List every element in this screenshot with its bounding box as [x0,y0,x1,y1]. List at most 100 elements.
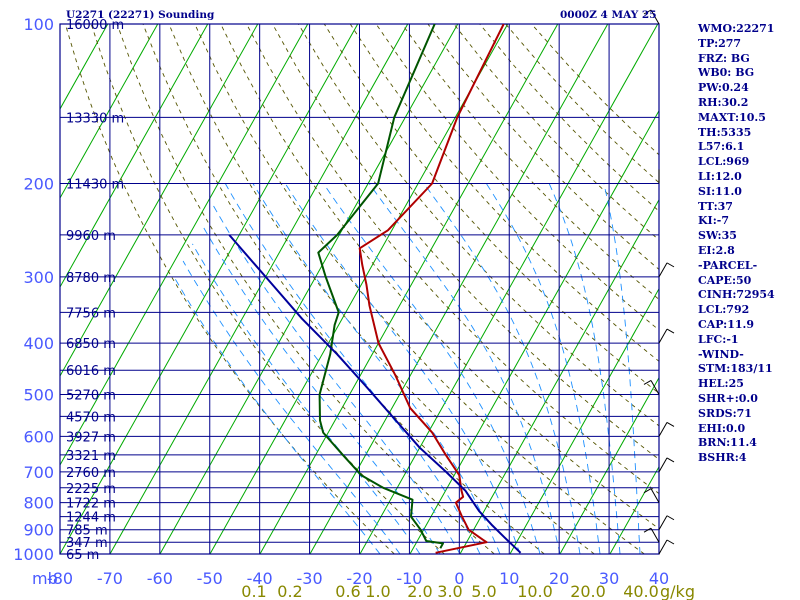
temperature-tick-label: 10 [499,569,519,588]
wind-barb-staff [658,328,668,344]
height-label: 1722 m [66,497,116,512]
index-item: LI:12.0 [698,169,742,183]
index-item: L57:6.1 [698,140,745,154]
temperature-tick-label: -60 [147,569,173,588]
mixing-ratio-label: 3.0 [437,582,462,600]
pressure-unit-label: mb [32,569,58,588]
isotherm-line [60,24,209,288]
dewpoint-line [317,24,444,549]
temperature-tick-label: 40 [649,569,669,588]
wind-barb-flag [666,328,675,334]
temperature-tick-label: -10 [396,569,422,588]
wind-barb-staff [658,262,668,278]
wind-barb-flag [666,262,675,268]
parcel-line [228,234,522,554]
height-label: 3927 m [66,430,116,445]
index-item: EHI:0.0 [698,421,746,435]
pressure-tick-label: 1000 [13,545,54,564]
temperature-tick-label: -40 [247,569,273,588]
index-item: TT:37 [698,199,733,213]
mixing-ratio-label: 40.0 [623,582,659,600]
pressure-tick-label: 200 [23,175,54,194]
index-item: KI:-7 [698,214,729,228]
moist-adiabat [603,183,641,554]
temperature-tick-label: 20 [549,569,569,588]
index-item: PW:0.24 [698,81,749,95]
index-item: STM:183/11 [698,362,773,376]
wind-barb-flag [666,421,675,427]
mixing-ratio-label: 0.2 [277,582,302,600]
index-item: FRZ: BG [698,51,750,65]
wind-barb-flag [666,457,675,463]
index-item: WB0: BG [698,66,755,80]
grid [59,23,660,555]
index-item: SRDS:71 [698,406,752,420]
wind-barb-staff [650,9,660,25]
series [228,24,522,554]
wind-barb-flag [666,539,675,545]
wind-barb-staff [650,380,660,395]
temperature-tick-label: -30 [297,569,323,588]
moist-adiabat [202,225,441,554]
isotherm-line [559,376,659,554]
height-label: 9960 m [66,229,116,244]
index-item: CAP:11.9 [698,317,755,331]
height-label: 3321 m [66,449,116,464]
plot-frame [59,23,660,555]
height-label: 2225 m [66,482,116,497]
pressure-tick-label: 500 [23,385,54,404]
height-label: 5270 m [66,388,116,403]
index-item: LCL:792 [698,303,750,317]
mixing-ratio-labels: 0.1 0.2 0.6 1.0 2.0 3.0 5.0 10.0 20.0 40.0 g/kg [241,582,695,600]
wind-barb-staff [658,422,668,437]
sounding-time: 0000Z 4 MAY 25 [560,9,657,21]
indices-panel: WMO:22271 TP:277 FRZ: BG WB0: BG PW:0.24 RH:3… [698,22,798,466]
index-item: SI:11.0 [698,184,742,198]
wind-barb-flag [643,380,652,385]
height-label: 16000 m [66,18,124,33]
height-label: 2760 m [66,466,116,481]
height-label: 785 m [66,524,108,539]
pressure-tick-label: 900 [23,521,54,540]
temperature-axis: -80 -70 -60 -50 -40 -30 -20 -10 0 10 20 30 40 [47,569,669,588]
index-item: WMO:22271 [698,22,775,35]
mixing-ratio-label: 5.0 [471,582,496,600]
temperature-tick-label: -50 [197,569,223,588]
height-label: 8780 m [66,271,116,286]
index-item: LCL:969 [698,155,750,169]
pressure-tick-label: 600 [23,427,54,446]
mixing-ratio-label: 1.0 [365,582,390,600]
index-item: LFC:-1 [698,332,739,346]
pressure-tick-label: 800 [23,494,54,513]
mixing-ratio-label: 0.6 [335,582,360,600]
height-label: 13330 m [66,111,124,126]
moist-adiabat [548,183,621,554]
mixing-ratio-label: 2.0 [407,582,432,600]
index-item: BSHR:4 [698,451,747,465]
index-item: -PARCEL- [698,258,758,272]
wind-barb-staff [658,515,668,530]
pressure-tick-label: 100 [23,15,54,34]
index-item: CINH:72954 [698,288,775,302]
mixing-ratio-label: 0.1 [241,582,266,600]
isotherm-line [60,24,159,199]
wind-barb-staff [658,539,668,555]
index-item: EI:2.8 [698,243,735,257]
pressure-tick-label: 700 [23,463,54,482]
wind-barb-flag [643,9,652,15]
height-label: 1244 m [66,511,116,526]
temperature-line [358,24,505,554]
index-item: BRN:11.4 [698,436,757,450]
mixing-ratio-label: 10.0 [517,582,553,600]
height-label: 6850 m [66,337,116,352]
pressure-tick-label: 300 [23,268,54,287]
height-label: 7756 m [66,306,116,321]
wind-barb-flag [643,488,652,494]
pressure-tick-label: 400 [23,334,54,353]
isotherm-line [60,24,259,378]
temperature-tick-label: 30 [599,569,619,588]
height-label: 6016 m [66,364,116,379]
wind-barb-flag [666,515,675,521]
moist-adiabat [173,276,381,554]
